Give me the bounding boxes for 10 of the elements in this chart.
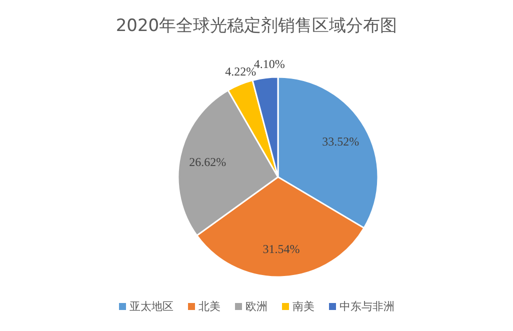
legend-label: 亚太地区 bbox=[130, 299, 174, 314]
data-label: 31.54% bbox=[262, 242, 300, 256]
data-label: 33.52% bbox=[322, 134, 360, 148]
legend-label: 北美 bbox=[198, 299, 220, 314]
chart-title: 2020年全球光稳定剂销售区域分布图 bbox=[114, 15, 398, 37]
data-label: 4.10% bbox=[254, 56, 285, 71]
legend-label: 中东与非洲 bbox=[340, 299, 394, 314]
legend-label: 欧洲 bbox=[246, 299, 268, 314]
data-label: 26.62% bbox=[189, 154, 226, 169]
legend-label: 南美 bbox=[292, 299, 314, 314]
